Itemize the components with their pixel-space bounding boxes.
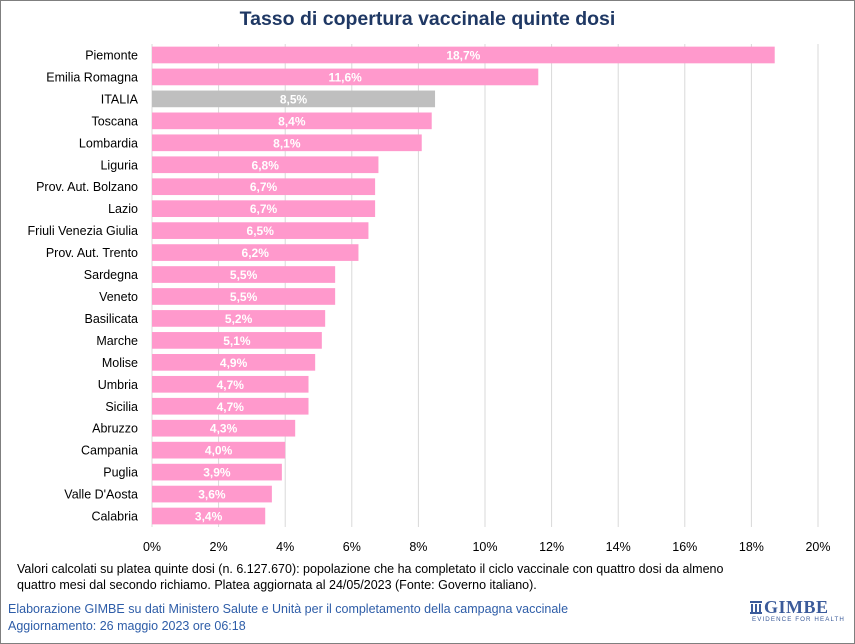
bar xyxy=(152,68,539,86)
category-label: Calabria xyxy=(91,510,138,524)
category-label: Umbria xyxy=(98,378,138,392)
bar xyxy=(152,310,326,327)
category-labels: Piemonte Emilia Romagna ITALIA Toscana Lomba… xyxy=(28,48,139,523)
bar xyxy=(152,332,322,349)
bar xyxy=(152,397,309,415)
bar xyxy=(152,244,359,261)
bar-value-label: 5,1% xyxy=(223,334,251,348)
bar-value-label: 4,9% xyxy=(220,356,248,370)
bar xyxy=(152,288,336,305)
bar-value-label: 5,5% xyxy=(230,268,258,282)
x-tick-label: 20% xyxy=(805,540,830,554)
credit-line-2: Aggiornamento: 26 maggio 2023 ore 06:18 xyxy=(8,619,246,633)
gimbe-logo: GIMBE EVIDENCE FOR HEALTH xyxy=(750,598,845,624)
logo-building-icon xyxy=(750,601,762,614)
category-label: Valle D'Aosta xyxy=(64,488,138,502)
bar-value-label: 11,6% xyxy=(328,70,362,84)
bar xyxy=(152,353,316,371)
bar-value-label: 18,7% xyxy=(446,48,480,62)
category-label: Prov. Aut. Bolzano xyxy=(36,180,138,194)
footnote-line-1: Valori calcolati su platea quinte dosi (… xyxy=(17,562,724,576)
x-tick-label: 16% xyxy=(672,540,697,554)
x-tick-label: 12% xyxy=(539,540,564,554)
bar-value-label: 6,7% xyxy=(250,202,278,216)
bar-value-label: 6,5% xyxy=(247,224,275,238)
bar-value-label: 6,8% xyxy=(252,158,280,172)
bar-value-label: 8,1% xyxy=(273,136,301,150)
bar-value-label: 5,2% xyxy=(225,312,253,326)
bar xyxy=(152,463,282,481)
category-label: Puglia xyxy=(103,466,138,480)
x-tick-label: 10% xyxy=(472,540,497,554)
category-label: Sardegna xyxy=(84,268,138,282)
category-label: Molise xyxy=(102,356,138,370)
category-label: Prov. Aut. Trento xyxy=(46,246,138,260)
x-tick-label: 8% xyxy=(409,540,427,554)
bar xyxy=(152,134,422,152)
bars: 18,7% 11,6% 8,5% 8,4% 8,1% 6,8% 6,7% 6,7% 6,5% 6,… xyxy=(152,46,775,525)
bar xyxy=(152,266,336,283)
x-tick-label: 14% xyxy=(606,540,631,554)
category-label: Piemonte xyxy=(85,48,138,62)
bar xyxy=(152,112,432,130)
category-label: Lazio xyxy=(108,202,138,216)
bar-value-label: 4,0% xyxy=(205,444,233,458)
bar-value-label: 4,3% xyxy=(210,422,238,436)
bar xyxy=(152,419,296,437)
category-label: Emilia Romagna xyxy=(46,70,138,84)
x-tick-label: 4% xyxy=(276,540,294,554)
credit: Elaborazione GIMBE su dati Ministero Sal… xyxy=(8,601,568,635)
bar xyxy=(152,375,309,393)
chart-title: Tasso di copertura vaccinale quinte dosi xyxy=(239,8,616,30)
bar xyxy=(152,90,436,108)
bar-value-label: 3,9% xyxy=(203,466,231,480)
bar xyxy=(152,485,272,503)
bar-value-label: 6,7% xyxy=(250,180,278,194)
category-label: Toscana xyxy=(91,114,138,128)
bar-value-label: 6,2% xyxy=(242,246,270,260)
x-tick-label: 6% xyxy=(343,540,361,554)
category-label: Veneto xyxy=(99,290,138,304)
bar xyxy=(152,507,266,525)
category-label: Campania xyxy=(81,444,138,458)
bar xyxy=(152,178,376,196)
x-tick-label: 0% xyxy=(143,540,161,554)
category-label: ITALIA xyxy=(101,92,139,106)
bar-value-label: 4,7% xyxy=(217,400,245,414)
logo-name: GIMBE xyxy=(764,597,829,617)
category-label: Friuli Venezia Giulia xyxy=(28,224,139,238)
category-label: Liguria xyxy=(100,158,138,172)
bar-value-label: 4,7% xyxy=(217,378,245,392)
credit-line-1: Elaborazione GIMBE su dati Ministero Sal… xyxy=(8,602,569,616)
footnote: Valori calcolati su platea quinte dosi (… xyxy=(17,561,817,593)
bar xyxy=(152,200,376,218)
category-label: Marche xyxy=(96,334,138,348)
footnote-line-2: quattro mesi dal secondo richiamo. Plate… xyxy=(17,578,537,592)
bar xyxy=(152,46,775,64)
category-label: Sicilia xyxy=(105,400,138,414)
bar xyxy=(152,222,369,239)
category-label: Abruzzo xyxy=(92,422,138,436)
bar-value-label: 3,4% xyxy=(195,510,223,524)
x-axis-ticks: 0% 2% 4% 6% 8% 10% 12% 14% 16% 18% 20% xyxy=(143,540,831,554)
logo-tagline: EVIDENCE FOR HEALTH xyxy=(752,616,845,623)
bar-value-label: 5,5% xyxy=(230,290,258,304)
bar-value-label: 3,6% xyxy=(198,488,226,502)
x-tick-label: 2% xyxy=(210,540,228,554)
bar-value-label: 8,5% xyxy=(280,92,308,106)
x-tick-label: 18% xyxy=(739,540,764,554)
bar-value-label: 8,4% xyxy=(278,114,306,128)
bar xyxy=(152,441,286,459)
bar xyxy=(152,156,379,174)
category-label: Lombardia xyxy=(79,136,138,150)
category-label: Basilicata xyxy=(85,312,139,326)
